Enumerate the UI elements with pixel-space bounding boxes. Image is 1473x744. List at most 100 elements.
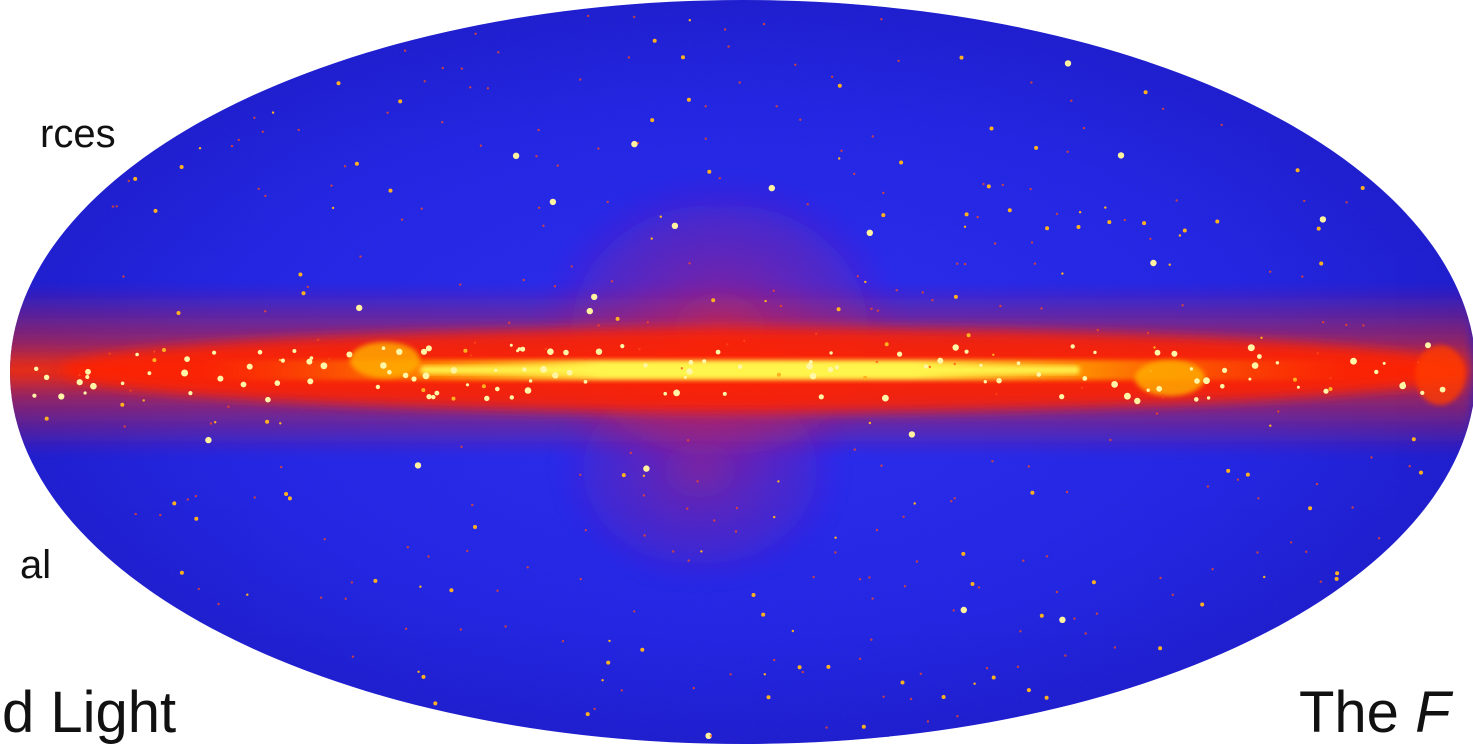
point-source — [586, 307, 593, 315]
point-source — [1256, 551, 1259, 554]
point-source — [1019, 630, 1022, 633]
point-source — [1158, 646, 1163, 651]
point-source — [794, 63, 797, 66]
point-source — [398, 99, 403, 104]
point-source — [991, 460, 994, 463]
point-source — [722, 391, 727, 396]
point-source — [806, 203, 809, 206]
point-source — [1171, 350, 1178, 357]
point-source — [713, 519, 716, 522]
point-source — [643, 363, 648, 368]
point-source — [830, 75, 834, 79]
point-source — [773, 515, 776, 519]
point-source — [129, 389, 132, 392]
point-source — [1073, 617, 1076, 620]
point-source — [152, 358, 157, 363]
point-source — [583, 379, 588, 384]
point-source — [1319, 216, 1327, 223]
point-source — [977, 586, 981, 589]
point-source — [1296, 385, 1300, 389]
point-source — [953, 497, 956, 500]
point-source — [1200, 602, 1205, 607]
text-fragment-the: The F — [1299, 684, 1451, 742]
point-source — [1146, 331, 1150, 334]
point-source — [512, 152, 520, 159]
point-source — [1329, 376, 1332, 380]
point-source — [991, 675, 996, 680]
point-source — [584, 357, 587, 360]
point-source — [331, 206, 335, 210]
point-source — [396, 348, 403, 355]
point-source — [240, 381, 247, 388]
point-source — [1295, 168, 1300, 173]
point-source — [1066, 150, 1069, 153]
point-source — [799, 118, 802, 121]
point-source — [735, 506, 739, 510]
point-source — [460, 445, 463, 448]
point-source — [734, 530, 738, 533]
point-source — [597, 147, 600, 150]
point-source — [316, 338, 320, 341]
point-source — [1045, 226, 1050, 231]
point-source — [1269, 424, 1272, 427]
point-source — [450, 367, 458, 374]
point-source — [179, 570, 184, 575]
point-source — [386, 111, 389, 115]
point-source — [1374, 369, 1379, 375]
point-source — [179, 165, 184, 169]
point-source — [1113, 646, 1117, 649]
point-source — [919, 672, 923, 675]
point-source — [1301, 275, 1304, 278]
point-source — [306, 285, 309, 289]
point-source — [1027, 465, 1031, 468]
point-source — [762, 22, 766, 26]
point-source — [1040, 307, 1043, 310]
point-source — [692, 686, 695, 690]
point-source — [809, 372, 817, 380]
point-source — [486, 87, 490, 90]
point-source — [343, 165, 347, 168]
point-source — [184, 356, 191, 362]
point-source — [633, 15, 636, 19]
point-source — [194, 516, 199, 521]
point-source — [956, 715, 959, 718]
point-source — [866, 229, 873, 236]
point-source — [768, 184, 775, 192]
point-source — [1171, 593, 1175, 596]
point-source — [264, 310, 267, 313]
point-source — [715, 349, 721, 355]
point-source — [1156, 385, 1163, 392]
point-source — [127, 179, 130, 183]
point-source — [431, 394, 436, 400]
point-source — [153, 208, 158, 213]
point-source — [460, 67, 463, 70]
point-source — [1360, 186, 1365, 190]
point-source — [465, 383, 470, 387]
point-source — [402, 372, 409, 379]
point-source — [1370, 456, 1373, 459]
point-source — [941, 695, 946, 699]
point-source — [1061, 272, 1064, 275]
point-source — [659, 215, 662, 218]
point-source — [1059, 394, 1065, 400]
point-source — [563, 349, 569, 356]
point-source — [1146, 388, 1150, 392]
point-source — [826, 664, 831, 669]
point-source — [702, 359, 707, 364]
point-source — [593, 707, 596, 711]
point-source — [253, 496, 256, 499]
point-source — [964, 349, 969, 354]
point-source — [950, 500, 953, 503]
point-source — [1345, 201, 1348, 204]
point-source — [570, 265, 573, 268]
point-source — [1149, 369, 1152, 373]
point-source — [881, 213, 886, 218]
point-source — [680, 367, 684, 370]
point-source — [1322, 321, 1325, 324]
point-source — [853, 172, 856, 176]
point-source — [1308, 506, 1313, 511]
point-source — [1143, 90, 1148, 95]
point-source — [700, 550, 703, 553]
point-source — [921, 291, 924, 294]
